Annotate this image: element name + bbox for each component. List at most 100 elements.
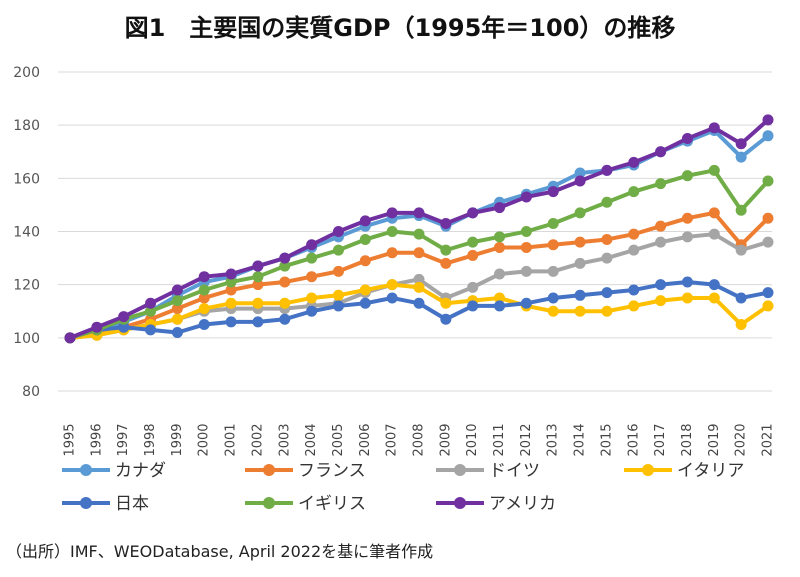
data-point	[708, 164, 720, 176]
data-point	[279, 260, 291, 272]
data-point	[386, 226, 398, 237]
data-point	[547, 186, 559, 198]
data-point	[762, 212, 774, 224]
data-point	[359, 255, 371, 267]
data-point	[655, 279, 667, 291]
data-point	[171, 284, 183, 296]
data-point	[520, 265, 532, 277]
data-point	[252, 271, 264, 283]
data-point	[332, 300, 344, 312]
data-point	[467, 207, 479, 219]
x-tick-label: 2004	[304, 423, 319, 456]
data-point	[735, 292, 747, 304]
data-point	[735, 138, 747, 150]
data-point	[601, 305, 613, 317]
data-point	[467, 281, 479, 293]
y-tick-label: 100	[13, 331, 40, 347]
x-tick-label: 1995	[63, 423, 78, 456]
series-6	[64, 114, 774, 344]
legend-label: 日本	[115, 494, 149, 514]
x-tick-label: 2007	[385, 423, 400, 456]
data-point	[413, 297, 425, 309]
data-point	[225, 268, 237, 280]
legend-label: イギリス	[298, 494, 366, 514]
legend-label: カナダ	[115, 461, 166, 481]
x-tick-label: 2000	[197, 423, 212, 456]
data-point	[467, 300, 479, 312]
data-point	[547, 239, 559, 251]
data-point	[494, 268, 506, 280]
y-tick-label: 180	[13, 118, 40, 134]
data-point	[547, 218, 559, 230]
legend-swatch-marker	[263, 464, 275, 476]
data-point	[681, 292, 693, 304]
data-point	[171, 303, 183, 315]
data-point	[762, 300, 774, 312]
x-tick-label: 2003	[277, 423, 292, 456]
data-point	[735, 151, 747, 163]
data-point	[628, 244, 640, 256]
data-point	[171, 295, 183, 307]
source-note: （出所）IMF、WEODatabase, April 2022を基に筆者作成	[6, 542, 434, 561]
data-point	[306, 239, 318, 251]
legend-swatch-marker	[80, 497, 92, 509]
data-point	[762, 236, 774, 248]
y-tick-label: 80	[22, 384, 40, 400]
data-point	[494, 241, 506, 253]
legend-label: アメリカ	[489, 494, 556, 514]
data-point	[252, 316, 264, 328]
data-point	[708, 279, 720, 291]
chart-title: 図1 主要国の実質GDP（1995年＝100）の推移	[124, 14, 676, 42]
legend-item: イギリス	[245, 494, 366, 514]
data-point	[574, 257, 586, 269]
data-point	[708, 228, 720, 240]
x-tick-label: 2014	[573, 423, 588, 456]
data-point	[386, 279, 398, 291]
series-5	[64, 164, 774, 344]
x-tick-label: 2015	[599, 423, 614, 456]
data-point	[574, 175, 586, 187]
data-point	[413, 247, 425, 259]
legend-item: アメリカ	[436, 494, 556, 514]
data-point	[681, 212, 693, 224]
data-point	[118, 321, 130, 333]
legend-label: イタリア	[677, 461, 744, 481]
data-point	[574, 207, 586, 219]
data-point	[601, 287, 613, 299]
data-point	[574, 167, 586, 179]
data-point	[601, 164, 613, 176]
x-tick-label: 2018	[680, 423, 695, 456]
x-tick-label: 2013	[546, 423, 561, 456]
data-point	[494, 202, 506, 214]
data-point	[494, 292, 506, 304]
data-point	[601, 252, 613, 264]
data-point	[252, 279, 264, 291]
x-tick-label: 1996	[89, 423, 104, 456]
data-point	[601, 196, 613, 208]
data-point	[306, 271, 318, 283]
data-point	[655, 220, 667, 232]
data-point	[628, 284, 640, 296]
data-point	[279, 252, 291, 264]
data-point	[574, 289, 586, 301]
data-point	[359, 215, 371, 227]
data-point	[386, 247, 398, 259]
x-tick-label: 2016	[626, 423, 641, 456]
data-point	[386, 292, 398, 304]
data-point	[145, 305, 157, 317]
x-tick-label: 2005	[331, 423, 346, 456]
data-point	[306, 305, 318, 317]
legend-swatch-marker	[454, 497, 466, 509]
data-point	[332, 265, 344, 277]
y-axis-ticks: 80 100 120 140 160 180 200	[13, 65, 40, 400]
data-point	[413, 228, 425, 240]
legend-item: ドイツ	[436, 461, 540, 481]
x-tick-label: 1998	[143, 423, 158, 456]
legend-item: 日本	[62, 494, 149, 514]
data-point	[306, 252, 318, 264]
data-point	[440, 313, 452, 325]
data-point	[198, 292, 210, 304]
data-point	[332, 289, 344, 301]
data-point	[91, 321, 103, 333]
series-group	[64, 114, 774, 344]
